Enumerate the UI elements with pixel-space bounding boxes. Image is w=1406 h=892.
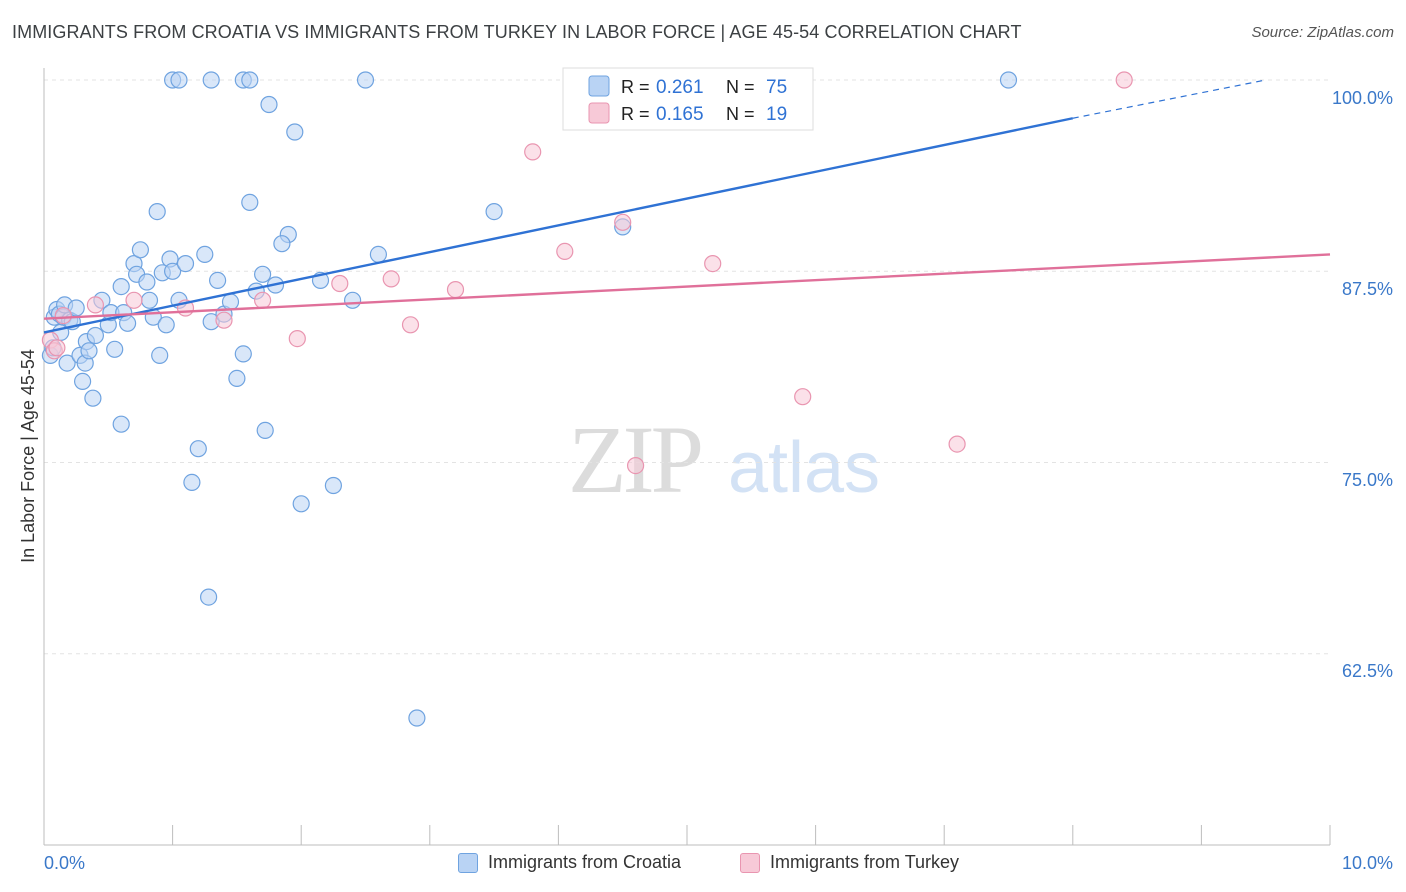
legend-n-label-croatia: N =	[726, 77, 755, 97]
point-croatia	[73, 372, 92, 390]
legend-label-turkey: Immigrants from Turkey	[770, 852, 960, 872]
point-turkey	[215, 311, 233, 329]
legend-swatch-croatia-bottom	[458, 852, 478, 873]
point-croatia	[999, 71, 1018, 89]
trend-line-croatia	[43, 117, 1074, 334]
point-croatia	[254, 265, 272, 283]
legend-n-value-turkey: 19	[766, 104, 787, 125]
point-croatia	[58, 354, 76, 372]
y-tick-label-100: 100.0%	[1332, 88, 1393, 108]
point-croatia	[86, 326, 105, 345]
point-croatia	[106, 340, 124, 358]
y-tick-label-75: 75.0%	[1342, 470, 1393, 490]
tick-labels: 0.0% 10.0% 100.0% 87.5% 75.0% 62.5%	[44, 88, 1393, 873]
point-croatia	[228, 369, 246, 387]
legend-swatch-croatia	[588, 75, 610, 97]
grid-lines	[44, 79, 1330, 655]
point-croatia	[157, 316, 175, 334]
point-croatia	[369, 245, 387, 263]
point-croatia	[140, 291, 159, 309]
point-croatia	[200, 588, 218, 606]
data-points	[41, 71, 1133, 727]
point-turkey	[446, 281, 465, 299]
legend-r-value-croatia: 0.261	[656, 77, 704, 98]
point-croatia	[234, 345, 252, 363]
point-croatia	[202, 71, 220, 89]
legend-item-croatia[interactable]: Immigrants from Croatia	[458, 852, 681, 873]
point-croatia	[286, 123, 304, 141]
legend-r-label-croatia: R =	[621, 77, 650, 97]
point-croatia	[131, 241, 149, 259]
point-croatia	[292, 495, 310, 513]
point-croatia	[118, 314, 137, 332]
y-tick-label-62-5: 62.5%	[1342, 661, 1393, 681]
legend-item-turkey[interactable]: Immigrants from Turkey	[740, 852, 959, 873]
point-croatia	[344, 291, 362, 309]
point-turkey	[382, 270, 400, 288]
point-croatia	[170, 71, 188, 89]
x-tick-label-min: 0.0%	[44, 853, 85, 873]
point-turkey	[794, 388, 812, 406]
point-croatia	[112, 415, 130, 433]
point-croatia	[408, 709, 426, 727]
point-turkey	[524, 143, 542, 161]
watermark-atlas: atlas	[728, 428, 880, 508]
point-croatia	[138, 273, 156, 291]
point-croatia	[164, 262, 182, 280]
point-croatia	[273, 235, 291, 253]
point-turkey	[614, 213, 632, 231]
point-croatia	[183, 473, 201, 491]
y-tick-label-87-5: 87.5%	[1342, 279, 1393, 299]
x-tick-label-max: 10.0%	[1342, 853, 1393, 873]
axes	[43, 68, 1331, 846]
trend-line-turkey	[43, 253, 1331, 320]
legend-n-value-croatia: 75	[766, 77, 787, 98]
point-croatia	[356, 71, 375, 89]
trend-lines	[43, 79, 1331, 334]
point-croatia	[112, 278, 130, 296]
point-croatia	[84, 389, 102, 407]
chart-title: IMMIGRANTS FROM CROATIA VS IMMIGRANTS FR…	[12, 22, 1022, 42]
legend-r-label-turkey: R =	[621, 104, 650, 124]
point-turkey	[704, 255, 722, 273]
stats-legend: R = 0.261 N = 75 R = 0.165 N = 19	[562, 67, 814, 131]
point-turkey	[125, 291, 143, 309]
trend-line-extension-croatia	[1072, 79, 1266, 119]
point-turkey	[401, 316, 420, 334]
point-turkey	[948, 435, 966, 453]
legend-swatch-turkey-bottom	[740, 852, 760, 873]
point-croatia	[189, 440, 207, 458]
point-croatia	[260, 95, 278, 114]
point-turkey	[1115, 71, 1133, 89]
point-croatia	[196, 245, 214, 263]
point-turkey	[556, 242, 574, 260]
point-croatia	[80, 342, 98, 360]
point-turkey	[86, 296, 105, 314]
point-croatia	[209, 271, 227, 289]
point-croatia	[221, 293, 240, 311]
point-turkey	[288, 330, 306, 348]
legend-label-croatia: Immigrants from Croatia	[488, 852, 682, 872]
point-croatia	[241, 193, 259, 211]
legend-swatch-turkey	[588, 102, 610, 124]
point-croatia	[176, 255, 195, 273]
point-turkey	[331, 274, 349, 293]
point-turkey	[54, 307, 72, 325]
point-croatia	[241, 71, 259, 89]
point-croatia	[324, 476, 342, 495]
point-croatia	[151, 346, 169, 364]
point-turkey	[48, 339, 66, 357]
legend-n-label-turkey: N =	[726, 104, 755, 124]
y-axis-label: In Labor Force | Age 45-54	[18, 349, 38, 563]
legend-r-value-turkey: 0.165	[656, 104, 704, 125]
source-credit: Source: ZipAtlas.com	[1251, 24, 1394, 41]
point-turkey	[626, 457, 645, 475]
point-croatia	[485, 203, 503, 221]
series-legend: Immigrants from Croatia Immigrants from …	[0, 852, 1406, 878]
point-croatia	[256, 421, 274, 439]
point-turkey	[254, 291, 272, 309]
point-croatia	[148, 203, 166, 221]
